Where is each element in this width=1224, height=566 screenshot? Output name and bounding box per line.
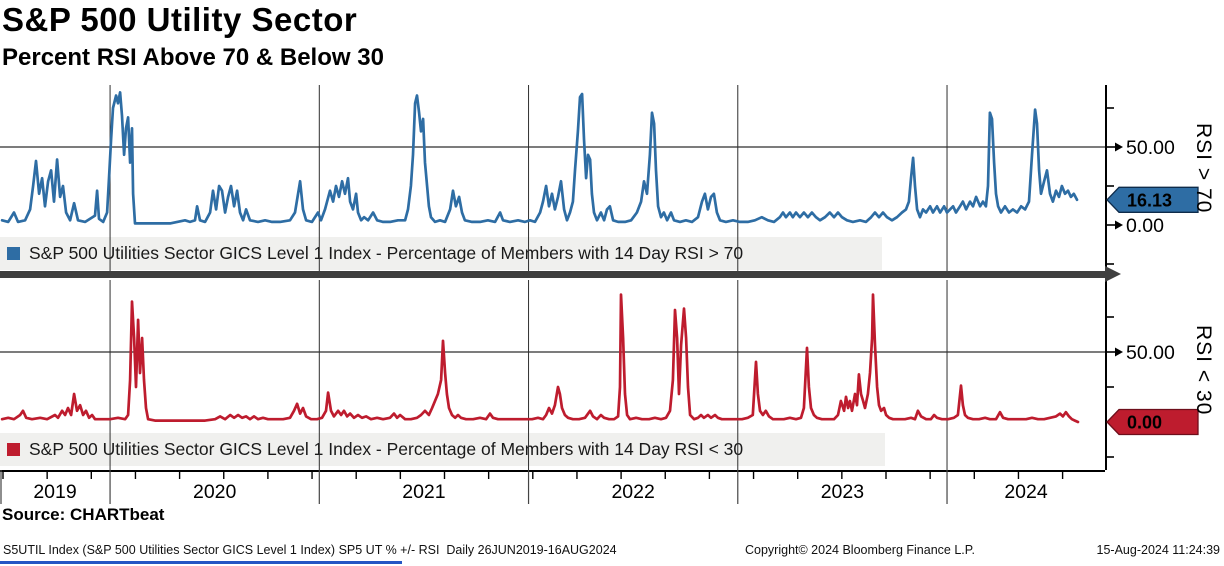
y-tick-label: 0.00 — [1126, 215, 1164, 237]
x-tick-label: 2024 — [1004, 481, 1048, 503]
y-axis-right: 50.00 0.00 16.13 50.00 0.00 — [1105, 85, 1199, 470]
last-value-label: 0.00 — [1127, 413, 1162, 433]
y-tick-label: 50.00 — [1126, 342, 1175, 364]
x-tick-label: 2020 — [193, 481, 237, 503]
page-title: S&P 500 Utility Sector — [2, 1, 358, 38]
footer-underline — [0, 561, 402, 564]
legend-label-rsi-above-70: S&P 500 Utilities Sector GICS Level 1 In… — [29, 243, 744, 263]
rsi-above-70-line — [0, 91, 1079, 225]
page-subtitle: Percent RSI Above 70 & Below 30 — [2, 44, 384, 71]
x-tick-label: 2021 — [402, 481, 445, 503]
x-axis: 2019 2020 2021 2022 2023 2024 — [0, 470, 1105, 504]
axis-label-rsi-above-70: RSI > 70 — [1192, 123, 1215, 214]
last-value-badge-rsi-above-70 — [1106, 186, 1199, 213]
source-line: Source: CHARTbeat — [2, 505, 165, 524]
legend-rsi-above-70: S&P 500 Utilities Sector GICS Level 1 In… — [0, 237, 882, 270]
legend-swatch-red-icon — [7, 443, 20, 456]
rsi-below-30-chart — [0, 280, 1105, 470]
footer-copyright: Copyright© 2024 Bloomberg Finance L.P. — [745, 543, 975, 557]
last-value-badge-rsi-below-30 — [1106, 408, 1199, 436]
rsi-below-30-line — [0, 293, 1080, 424]
x-tick-label: 2019 — [33, 481, 76, 503]
legend-label-rsi-below-30: S&P 500 Utilities Sector GICS Level 1 In… — [29, 439, 744, 459]
legend-swatch-blue-icon — [7, 247, 20, 260]
footer-ticker-info: S5UTIL Index (S&P 500 Utilities Sector G… — [3, 543, 617, 557]
x-tick-label: 2022 — [611, 481, 654, 503]
footer-timestamp: 15-Aug-2024 11:24:39 — [1096, 543, 1220, 557]
last-value-label: 16.13 — [1127, 190, 1172, 210]
divider-arrow-icon — [1105, 266, 1121, 282]
y-tick-label: 50.00 — [1126, 137, 1175, 159]
axis-label-rsi-below-30: RSI < 30 — [1192, 325, 1215, 416]
panel-divider — [0, 266, 1121, 282]
rsi-above-70-chart — [0, 85, 1105, 272]
x-tick-label: 2023 — [821, 481, 864, 503]
